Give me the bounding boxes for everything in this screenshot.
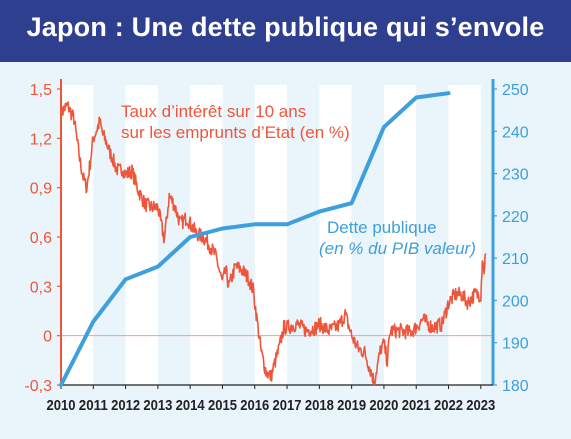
debt-series-label-line2: (en % du PIB valeur)	[319, 239, 476, 258]
left-tick-label: -0,3	[24, 378, 52, 395]
x-tick-label: 2014	[176, 397, 206, 414]
year-band	[319, 85, 352, 385]
x-tick-label: 2015	[208, 397, 237, 414]
x-tick-label: 2022	[434, 397, 463, 414]
year-band	[448, 85, 481, 385]
x-tick-label: 2021	[402, 397, 431, 414]
x-tick-label: 2016	[240, 397, 269, 414]
x-tick-label: 2011	[79, 397, 108, 414]
x-tick-label: 2020	[369, 397, 398, 414]
right-tick-label: 240	[502, 124, 529, 141]
debt-series-label-line1: Dette publique	[327, 218, 437, 237]
x-tick-label: 2018	[305, 397, 334, 414]
right-tick-label: 180	[502, 378, 529, 395]
year-band	[61, 85, 94, 385]
left-tick-label: 0,9	[30, 181, 52, 198]
right-tick-label: 200	[502, 293, 529, 310]
x-tick-label: 2017	[273, 397, 302, 414]
right-tick-label: 210	[502, 251, 529, 268]
left-tick-label: 1,5	[30, 82, 52, 99]
debt-series-line	[59, 91, 451, 387]
year-band	[125, 85, 158, 385]
left-tick-label: 0,3	[30, 279, 52, 296]
rate-series-label-line2: sur les emprunts d’Etat (en %)	[121, 123, 350, 142]
right-tick-label: 190	[502, 336, 529, 353]
right-tick-label: 220	[502, 209, 529, 226]
chart-title: Japon : Une dette publique qui s’envole	[26, 12, 545, 42]
left-tick-label: 0,6	[30, 230, 52, 247]
x-tick-label: 2012	[111, 397, 140, 414]
x-tick-label: 2010	[47, 397, 76, 414]
right-tick-label: 230	[502, 167, 529, 184]
rate-series-label-line1: Taux d’intérêt sur 10 ans	[121, 102, 306, 121]
rate-series-line	[60, 101, 487, 386]
title-bar: Japon : Une dette publique qui s’envole	[0, 0, 571, 62]
left-tick-label: 1,2	[30, 131, 52, 148]
left-tick-label: 0	[43, 329, 52, 346]
x-tick-label: 2013	[143, 397, 172, 414]
x-tick-label: 2023	[466, 397, 495, 414]
x-tick-label: 2019	[337, 397, 366, 414]
right-tick-label: 250	[502, 82, 529, 99]
